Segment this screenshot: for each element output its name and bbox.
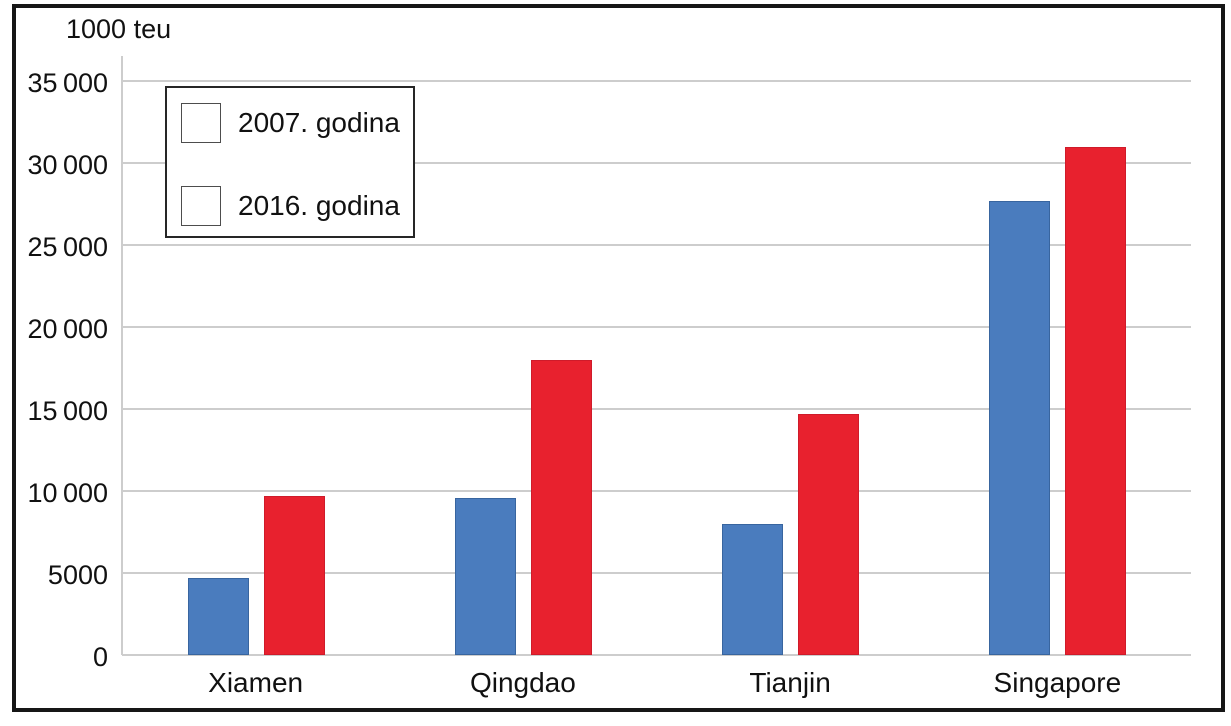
legend-swatch-2007-icon	[181, 103, 221, 143]
y-tick-label: 35 000	[27, 68, 109, 98]
y-tick-label: 30 000	[27, 150, 109, 180]
gridline-0	[122, 654, 1191, 656]
legend-item-2007: 2007. godina	[181, 102, 413, 144]
gridline-10000	[122, 490, 1191, 492]
y-tick-label: 20 000	[27, 314, 109, 344]
x-axis-label-xiamen: Xiamen	[208, 667, 304, 698]
gridline-20000	[122, 326, 1191, 328]
bar-singapore-2007	[989, 200, 1051, 655]
gridline-5000	[122, 572, 1191, 574]
bar-qingdao-2007	[454, 497, 516, 655]
bar-xiamen-2007	[187, 577, 249, 655]
x-axis-label-singapore: Singapore	[993, 667, 1122, 698]
bar-tianjin-2007	[722, 523, 784, 655]
y-axis-line	[121, 56, 123, 655]
gridline-35000	[122, 80, 1191, 82]
legend-label-2007: 2007. godina	[238, 107, 400, 138]
gridline-25000	[122, 244, 1191, 246]
x-axis-label-qingdao: Qingdao	[469, 667, 576, 698]
bar-xiamen-2016	[263, 495, 325, 655]
y-tick-label: 25 000	[27, 232, 109, 262]
figure-border	[12, 4, 1225, 712]
gridline-15000	[122, 408, 1191, 410]
legend: 2007. godina 2016. godina	[165, 86, 415, 238]
legend-item-2016: 2016. godina	[181, 185, 413, 227]
y-tick-label: 5000	[47, 560, 108, 590]
y-tick-label: 0	[92, 642, 108, 672]
legend-swatch-2016-icon	[181, 186, 221, 226]
x-axis-label-tianjin: Tianjin	[749, 667, 831, 698]
gridline-30000	[122, 162, 1191, 164]
y-tick-label: 10 000	[27, 478, 109, 508]
bar-singapore-2016	[1065, 146, 1127, 655]
legend-label-2016: 2016. godina	[238, 190, 400, 221]
bar-qingdao-2016	[530, 359, 592, 655]
y-tick-label: 15 000	[27, 396, 109, 426]
y-axis-unit-label: 1000 teu	[66, 14, 172, 44]
bar-tianjin-2016	[798, 413, 860, 655]
